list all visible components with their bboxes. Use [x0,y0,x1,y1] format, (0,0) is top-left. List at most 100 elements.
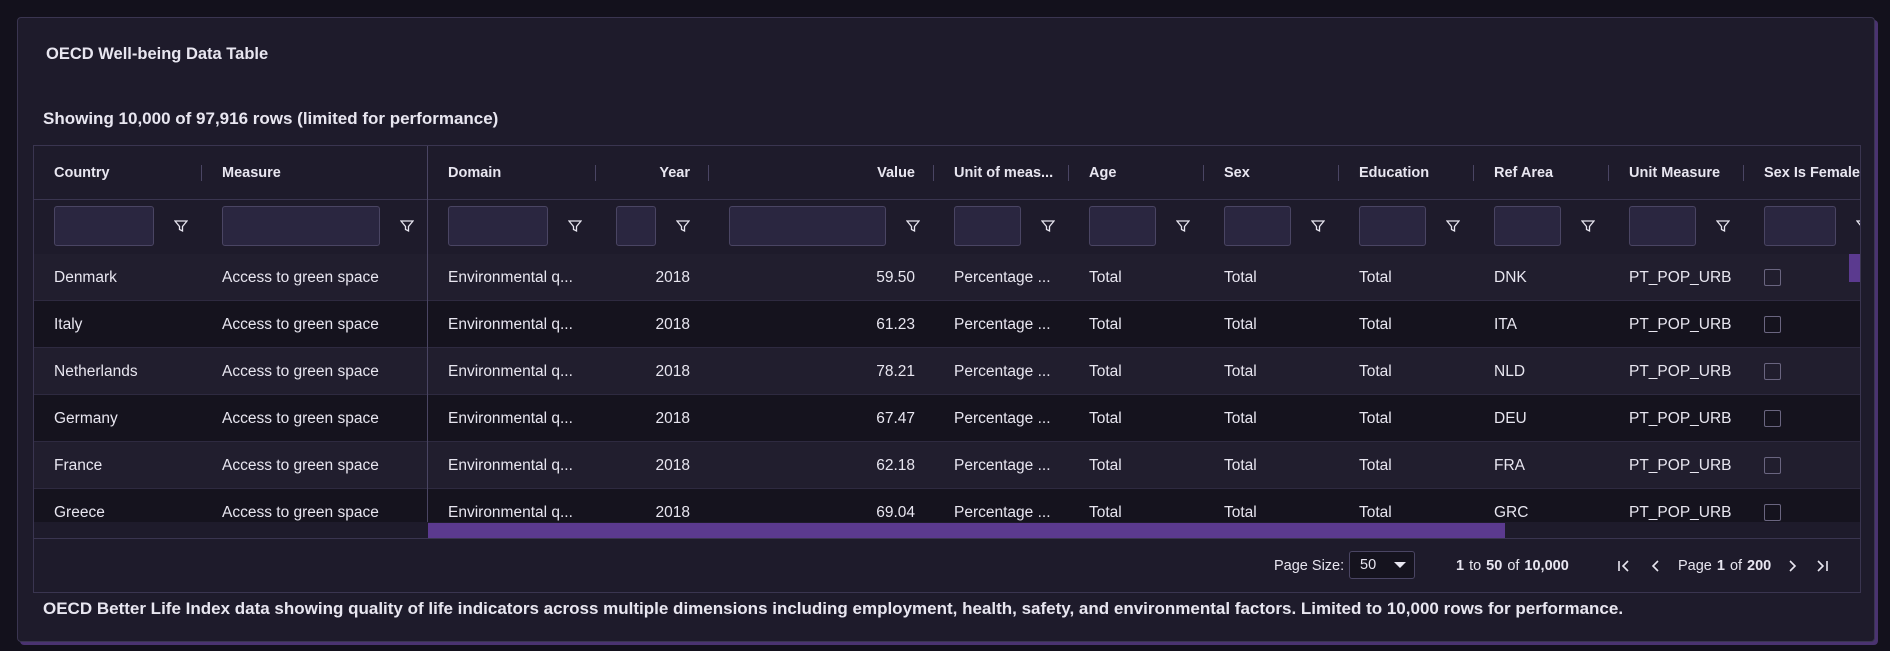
table-row [34,442,1860,489]
filter-input[interactable] [729,206,886,246]
table-cell: 2018 [655,456,690,474]
filter-icon[interactable] [1580,219,1596,233]
data-grid: Country Measure Domain Year Value Unit of mea… [33,145,1861,593]
table-row [34,348,1860,395]
table-cell: 62.18 [876,456,915,474]
column-header[interactable]: Education [1359,164,1430,181]
filter-icon[interactable] [567,219,583,233]
column-header[interactable]: Unit of meas... [954,164,1054,181]
horizontal-scrollbar-thumb[interactable] [428,523,1505,538]
table-cell: France [54,456,103,474]
table-cell: PT_POP_URB [1629,268,1732,286]
page-size-select[interactable]: 50 [1349,551,1415,579]
table-cell: Total [1359,503,1392,521]
column-header[interactable]: Ref Area [1494,164,1554,181]
page-number: 1 [1716,558,1725,574]
column-header[interactable]: Domain [448,164,502,181]
table-cell: GRC [1494,503,1529,521]
filter-input[interactable] [616,206,656,246]
header-separator [1473,165,1474,181]
of: of [1507,558,1520,574]
filter-input[interactable] [1089,206,1156,246]
header-separator [933,165,934,181]
prev-page[interactable] [1648,558,1664,574]
filter-input[interactable] [222,206,380,246]
table-cell: 59.50 [876,268,915,286]
vertical-scrollbar-thumb[interactable] [1849,254,1860,282]
table-cell: Total [1089,268,1122,286]
table-cell: Environmental q... [448,315,573,333]
table-cell: PT_POP_URB [1629,503,1732,521]
filter-input[interactable] [448,206,548,246]
page-size-label: Page Size: [1274,558,1345,574]
filter-input[interactable] [1224,206,1291,246]
filter-input[interactable] [1764,206,1836,246]
filter-icon[interactable] [1445,219,1461,233]
column-header[interactable]: Age [1089,164,1117,181]
filter-input[interactable] [54,206,154,246]
next-page[interactable] [1784,558,1800,574]
pagination: Page Size: 50 1 to 50 of 10,000 Page 1 of 200 [34,538,1860,592]
row-checkbox[interactable] [1764,269,1781,286]
row-checkbox[interactable] [1764,410,1781,427]
table-cell: 69.04 [876,503,915,521]
filter-icon[interactable] [399,219,415,233]
table-cell: Total [1224,268,1257,286]
column-header[interactable]: Unit Measure [1629,164,1721,181]
table-cell: Total [1089,409,1122,427]
page-summary: Page 1 of 200 [1678,539,1771,592]
table-cell: Access to green space [222,456,379,474]
filter-icon[interactable] [1040,219,1056,233]
table-cell: Environmental q... [448,268,573,286]
table-cell: Total [1089,315,1122,333]
column-header[interactable]: Year [659,164,690,181]
table-cell: Netherlands [54,362,138,380]
description: OECD Better Life Index data showing qual… [43,599,1624,618]
filter-icon[interactable] [1310,219,1326,233]
first-page[interactable] [1616,558,1632,574]
subtitle: Showing 10,000 of 97,916 rows (limited f… [43,109,499,128]
filter-icon[interactable] [173,219,189,233]
table-cell: PT_POP_URB [1629,456,1732,474]
column-header[interactable]: Measure [222,164,281,181]
table-cell: Total [1359,409,1392,427]
table-cell: Total [1359,315,1392,333]
table-cell: Access to green space [222,268,379,286]
filter-input[interactable] [954,206,1021,246]
table-cell: Total [1224,409,1257,427]
table-cell: PT_POP_URB [1629,409,1732,427]
row-total: 10,000 [1524,558,1569,574]
row-checkbox[interactable] [1764,504,1781,521]
filter-input[interactable] [1629,206,1696,246]
filter-icon[interactable] [1855,219,1860,233]
column-header[interactable]: Sex [1224,164,1250,181]
table-cell: Greece [54,503,105,521]
row-checkbox[interactable] [1764,363,1781,380]
filter-input[interactable] [1494,206,1561,246]
page-of: of [1729,558,1743,574]
table-cell: Germany [54,409,118,427]
row-checkbox[interactable] [1764,457,1781,474]
row-checkbox[interactable] [1764,316,1781,333]
to: to [1469,558,1482,574]
column-header[interactable]: Country [54,164,110,181]
table-cell: ITA [1494,315,1517,333]
filter-icon[interactable] [675,219,691,233]
table-cell: Percentage ... [954,362,1051,380]
filter-icon[interactable] [905,219,921,233]
table-cell: FRA [1494,456,1525,474]
filter-input[interactable] [1359,206,1426,246]
filter-icon[interactable] [1715,219,1731,233]
table-cell: 78.21 [876,362,915,380]
column-header[interactable]: Sex Is Female [1764,164,1860,181]
table-row [34,301,1860,348]
header-separator [201,165,202,181]
filter-icon[interactable] [1175,219,1191,233]
card-title: OECD Well-being Data Table [46,45,269,63]
last-page[interactable] [1814,558,1830,574]
table-cell: Italy [54,315,83,333]
table-cell: 2018 [655,268,690,286]
table-cell: 2018 [655,362,690,380]
column-header[interactable]: Value [877,164,915,181]
